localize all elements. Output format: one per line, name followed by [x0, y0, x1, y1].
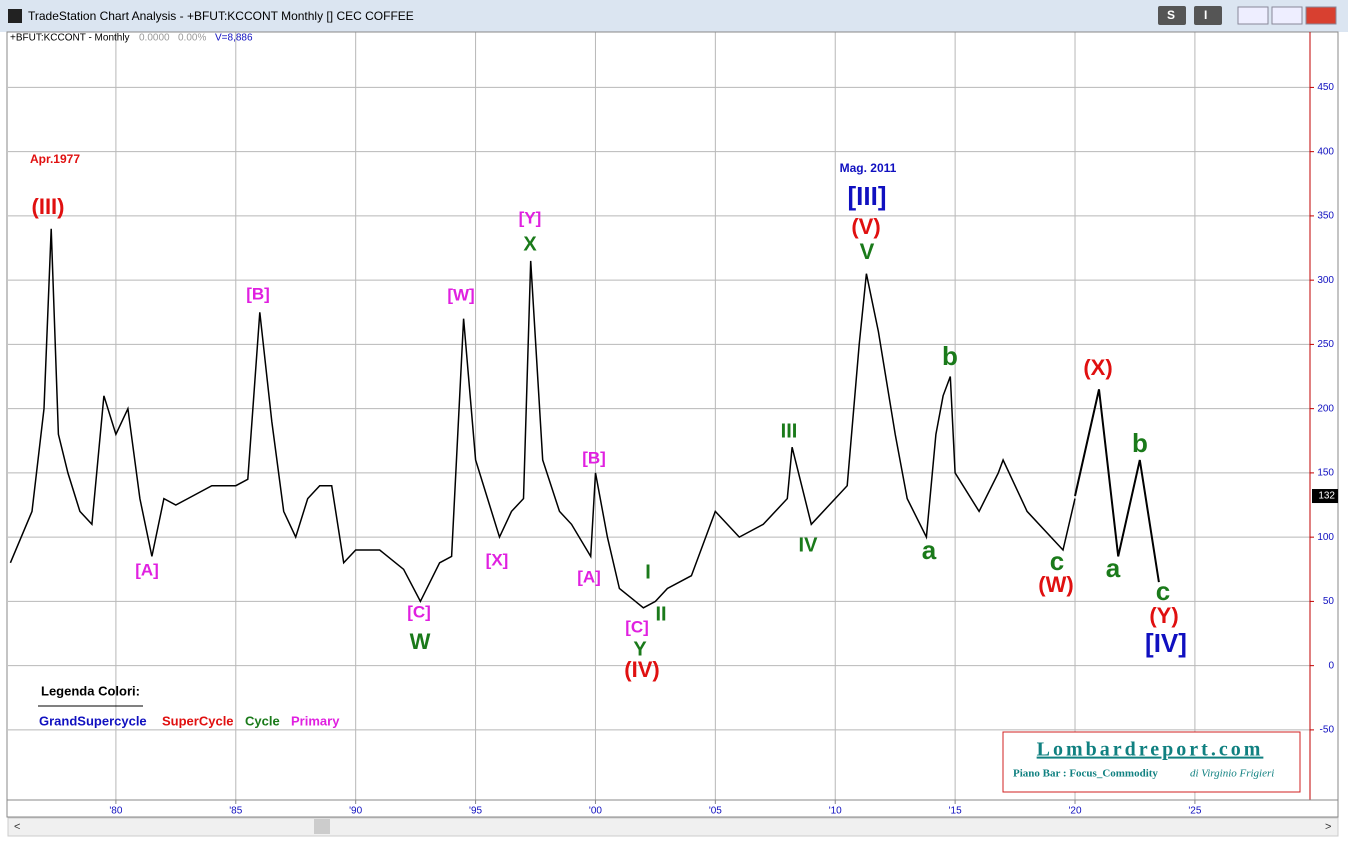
x-tick-label: '10 — [829, 806, 842, 817]
wave-label: [IV] — [1145, 628, 1187, 658]
wave-label: Apr.1977 — [30, 152, 80, 166]
y-tick-label: 450 — [1317, 82, 1334, 93]
wave-label: Y — [633, 638, 647, 660]
wave-label: c — [1050, 546, 1064, 576]
wave-label: [C] — [625, 617, 649, 636]
x-tick-label: '20 — [1068, 806, 1081, 817]
logo-site: Lombardreport.com — [1037, 739, 1264, 761]
wave-label: (X) — [1083, 355, 1112, 380]
x-tick-label: '95 — [469, 806, 482, 817]
s-button[interactable] — [1158, 6, 1186, 25]
wave-label: (V) — [851, 214, 880, 239]
wave-label: [B] — [582, 448, 606, 467]
y-tick-label: 200 — [1317, 403, 1334, 414]
y-tick-label: 150 — [1317, 468, 1334, 479]
wave-label: a — [1106, 553, 1121, 583]
wave-label: Mag. 2011 — [840, 161, 897, 175]
wave-label: [W] — [447, 285, 474, 304]
logo-line: Piano Bar : Focus_Commodity — [1013, 768, 1158, 780]
last-price-label: 132 — [1318, 491, 1335, 502]
wave-label: (W) — [1038, 572, 1073, 597]
wave-label: [Y] — [519, 208, 542, 227]
wave-label: IV — [799, 534, 819, 556]
wave-label: [A] — [135, 560, 159, 579]
logo-box — [1002, 731, 1301, 793]
wave-label: [A] — [577, 567, 601, 586]
y-tick-label: 350 — [1317, 211, 1334, 222]
change: 0.0000 — [139, 33, 170, 44]
wave-label: (III) — [32, 194, 65, 219]
y-tick-label: 100 — [1317, 532, 1334, 543]
minimize-button[interactable] — [1237, 6, 1269, 25]
scroll-thumb[interactable] — [314, 819, 330, 834]
x-tick-label: '05 — [709, 806, 722, 817]
x-tick-label: '80 — [109, 806, 122, 817]
wave-label: [C] — [407, 602, 431, 621]
i-button[interactable] — [1194, 6, 1222, 25]
app-icon — [8, 9, 22, 23]
wave-label: W — [410, 629, 431, 654]
price-line — [9, 228, 1076, 609]
wave-label: [B] — [246, 284, 270, 303]
change-pct: 0.00% — [178, 33, 206, 44]
scroll-left[interactable]: < — [14, 821, 20, 833]
title-bar — [0, 0, 1348, 32]
chart-area — [0, 32, 1348, 847]
y-tick-label: 0 — [1328, 660, 1334, 671]
legend: Legenda Colori: GrandSupercycle SuperCycl… — [38, 683, 340, 728]
window-title: TradeStation Chart Analysis - +BFUT:KCCO… — [28, 9, 414, 23]
legend-entry: Primary — [291, 713, 340, 728]
last-price-box — [1312, 489, 1338, 504]
x-tick-label: '85 — [229, 806, 242, 817]
y-tick-label: -50 — [1320, 725, 1335, 736]
wave-label: X — [523, 233, 537, 255]
wave-label: III — [781, 420, 798, 442]
wave-label: (Y) — [1149, 603, 1178, 628]
y-tick-label: 250 — [1317, 339, 1334, 350]
maximize-button[interactable] — [1271, 6, 1303, 25]
wave-label: [X] — [486, 550, 509, 569]
scrollbar[interactable] — [7, 817, 1339, 837]
close-button[interactable] — [1305, 6, 1337, 25]
y-tick-label: 400 — [1317, 146, 1334, 157]
y-tick-label: 300 — [1317, 275, 1334, 286]
wave-label: [III] — [848, 181, 887, 211]
projection-line — [1074, 389, 1160, 583]
i-button-label: I — [1204, 8, 1207, 22]
logo-author: di Virginio Frigieri — [1190, 768, 1274, 780]
x-tick-label: '90 — [349, 806, 362, 817]
wave-label: a — [922, 535, 937, 565]
wave-label: b — [942, 341, 958, 371]
wave-label: II — [655, 603, 666, 625]
s-button-label: S — [1167, 8, 1175, 22]
volume: V=8,886 — [215, 33, 253, 44]
legend-entry: SuperCycle — [162, 713, 234, 728]
symbol: +BFUT:KCCONT - Monthly — [10, 33, 130, 44]
x-tick-label: '25 — [1188, 806, 1201, 817]
wave-label: V — [860, 239, 875, 264]
wave-label: I — [645, 561, 651, 583]
x-tick-label: '15 — [949, 806, 962, 817]
wave-label: c — [1156, 576, 1170, 606]
y-tick-label: 50 — [1323, 596, 1335, 607]
scroll-right[interactable]: > — [1325, 821, 1331, 833]
wave-label: (IV) — [624, 657, 659, 682]
legend-entry: GrandSupercycle — [39, 713, 147, 728]
x-tick-label: '00 — [589, 806, 602, 817]
legend-entry: Cycle — [245, 713, 280, 728]
legend-title: Legenda Colori: — [41, 683, 140, 698]
chart-frame — [6, 31, 1339, 818]
wave-label: b — [1132, 428, 1148, 458]
